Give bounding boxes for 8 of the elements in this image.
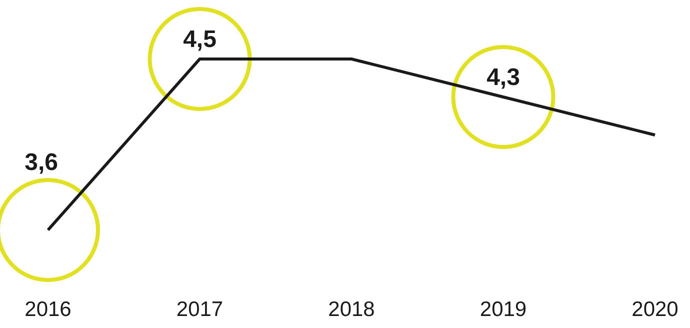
x-tick-label: 2017 xyxy=(176,298,224,321)
x-tick-label: 2016 xyxy=(24,298,72,321)
data-label: 4,3 xyxy=(486,64,520,91)
x-tick-label: 2020 xyxy=(632,298,678,321)
x-tick-label: 2018 xyxy=(328,298,375,321)
data-label: 3,6 xyxy=(24,149,58,176)
data-label: 4,5 xyxy=(183,26,216,53)
x-tick-label: 2019 xyxy=(480,298,527,321)
